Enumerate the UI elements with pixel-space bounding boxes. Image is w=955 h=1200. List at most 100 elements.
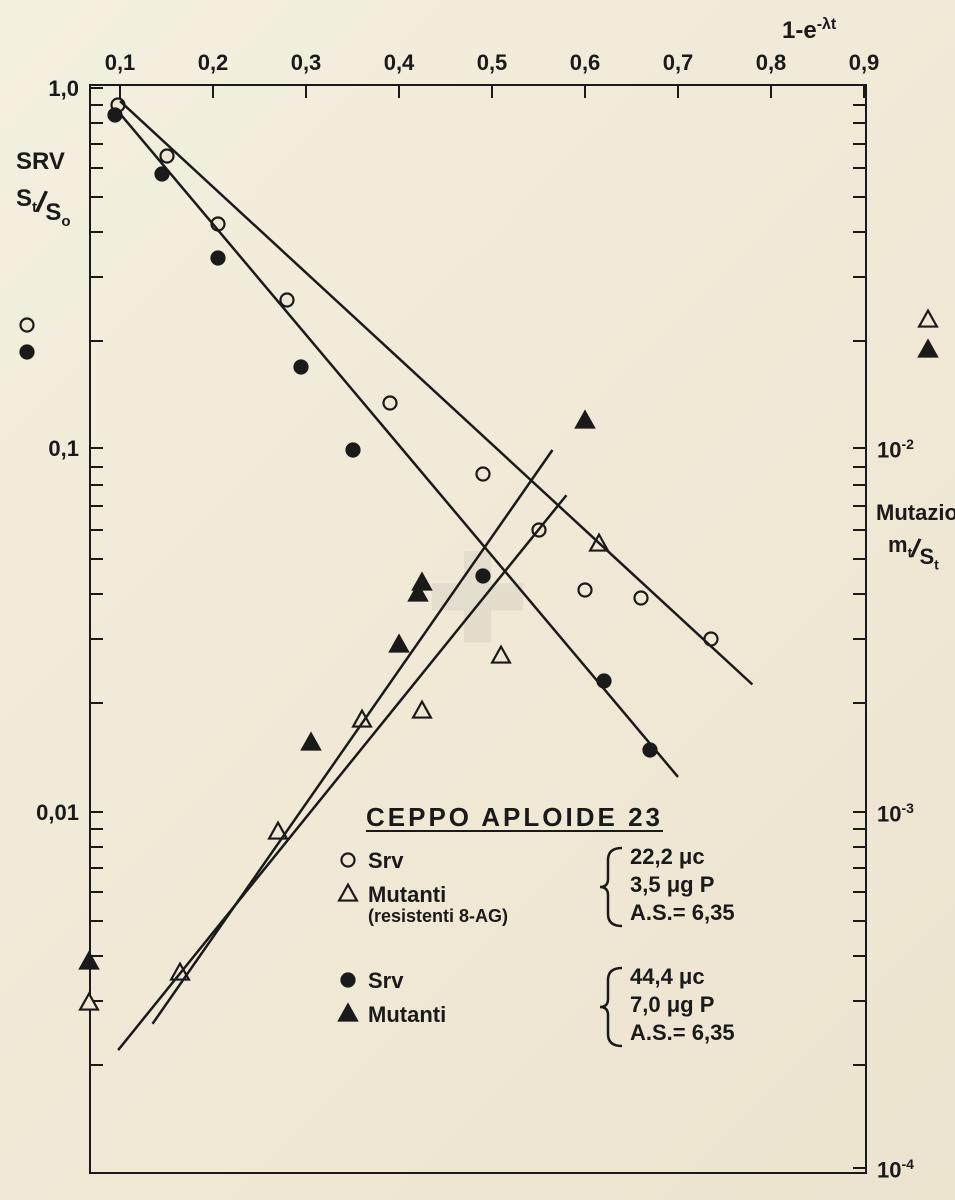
tick-label: 0,1 (105, 50, 136, 76)
axis-tick (398, 84, 400, 98)
data-marker (582, 527, 616, 561)
data-marker (375, 388, 405, 418)
x-axis-label-exp: -λt (817, 16, 837, 33)
axis-tick (853, 828, 867, 830)
data-marker (338, 435, 368, 465)
data-marker (72, 945, 106, 979)
tick-label: 0,3 (291, 50, 322, 76)
axis-tick (89, 276, 103, 278)
y-right-title: Mutazioni mt/St (876, 500, 955, 561)
legend-row-label: Mutanti (368, 1002, 446, 1028)
axis-tick (305, 84, 307, 98)
data-marker (484, 639, 518, 673)
axis-tick (89, 87, 103, 89)
yr-wrap: St (919, 544, 938, 572)
data-marker (203, 209, 233, 239)
axis-tick (89, 196, 103, 198)
x-axis-label-base: 1-e (782, 17, 817, 44)
yl-s1: S (16, 185, 32, 212)
y-right-word: Mutazioni (876, 500, 955, 525)
axis-tick (89, 558, 103, 560)
data-marker (100, 100, 130, 130)
axis-tick (89, 167, 103, 169)
data-marker (12, 337, 42, 367)
axis-tick (89, 447, 103, 449)
data-marker (911, 303, 945, 337)
y-left-stso: St/So (16, 180, 71, 216)
axis-tick (853, 867, 867, 869)
data-marker (468, 459, 498, 489)
axis-tick (89, 529, 103, 531)
axis-tick (89, 505, 103, 507)
tick-label: 0,2 (198, 50, 229, 76)
tick-label: 0,4 (384, 50, 415, 76)
axis-tick (853, 1000, 867, 1002)
tick-label: 0,6 (570, 50, 601, 76)
axis-tick (853, 196, 867, 198)
axis-tick (212, 84, 214, 98)
data-marker (405, 566, 439, 600)
axis-tick (853, 143, 867, 145)
page-root: ✚ 1-e-λt SRV St/So Mutazioni mt/St CEPPO… (0, 0, 955, 1200)
tick-label: 0,5 (477, 50, 508, 76)
axis-tick (853, 1167, 867, 1169)
axis-tick (853, 167, 867, 169)
axis-tick (89, 638, 103, 640)
tick-label-right: 10-4 (877, 1156, 914, 1183)
tick-label-right: 10-2 (877, 436, 914, 463)
legend-param: 22,2 μc (630, 844, 705, 870)
tick-label: 0,9 (849, 50, 880, 76)
legend-row-label: Srv (368, 968, 403, 994)
tick-label: 0,1 (48, 436, 79, 462)
axis-tick (770, 84, 772, 98)
axis-tick (491, 84, 493, 98)
y-left-srv: SRV (16, 148, 71, 176)
x-axis-label: 1-e-λt (782, 16, 836, 45)
tick-label: 0,7 (663, 50, 694, 76)
legend-param: A.S.= 6,35 (630, 1020, 735, 1046)
y-right-ratio: mt/St (888, 529, 955, 560)
data-marker (589, 666, 619, 696)
axis-tick (853, 529, 867, 531)
data-marker (345, 703, 379, 737)
tick-label: 1,0 (48, 76, 79, 102)
legend-param: A.S.= 6,35 (630, 900, 735, 926)
data-marker (911, 333, 945, 367)
tick-label-right: 10-3 (877, 800, 914, 827)
axis-tick (853, 505, 867, 507)
data-marker (261, 815, 295, 849)
axis-tick (853, 558, 867, 560)
axis-tick (89, 811, 103, 813)
data-marker (333, 845, 363, 875)
data-marker (570, 575, 600, 605)
data-marker (331, 997, 365, 1031)
data-marker (696, 624, 726, 654)
axis-tick (853, 846, 867, 848)
yl-s2s: o (61, 212, 70, 229)
legend-title: CEPPO APLOIDE 23 (366, 802, 663, 833)
axis-tick (89, 231, 103, 233)
axis-tick (89, 466, 103, 468)
yr-m: m (888, 532, 908, 557)
legend-row-label: Srv (368, 848, 403, 874)
data-marker (635, 735, 665, 765)
data-marker (524, 515, 554, 545)
data-marker (333, 965, 363, 995)
legend-param: 7,0 μg P (630, 992, 714, 1018)
data-marker (72, 986, 106, 1020)
axis-tick (853, 231, 867, 233)
data-marker (294, 726, 328, 760)
axis-tick (853, 593, 867, 595)
axis-tick (89, 1064, 103, 1066)
data-marker (286, 352, 316, 382)
data-marker (331, 877, 365, 911)
axis-tick (89, 920, 103, 922)
data-marker (163, 956, 197, 990)
yl-wrap: So (45, 199, 70, 230)
axis-tick (853, 891, 867, 893)
yl-s2: S (45, 199, 61, 226)
axis-tick (89, 846, 103, 848)
axis-tick (853, 702, 867, 704)
axis-tick (89, 340, 103, 342)
axis-tick (863, 84, 865, 98)
